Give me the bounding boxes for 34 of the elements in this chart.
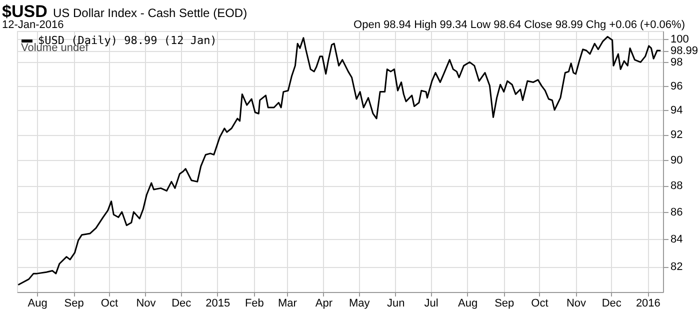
y-tick-label: 90 — [670, 154, 683, 166]
x-tick-label: Dec — [602, 298, 622, 310]
x-tick-label: Mar — [278, 298, 298, 310]
x-tick-label: Feb — [244, 298, 264, 310]
x-tick-label: Nov — [136, 298, 156, 310]
y-tick-label: 100 — [670, 34, 689, 46]
x-tick-label: Oct — [531, 298, 548, 310]
x-tick-label: Jun — [387, 298, 405, 310]
text: 12-Jan-2016 — [2, 19, 64, 31]
x-tick-label: 2015 — [206, 298, 230, 310]
x-tick-label: Sep — [64, 298, 84, 310]
x-tick-label: Sep — [494, 298, 514, 310]
x-tick-label: Aug — [458, 298, 478, 310]
line-series — [17, 36, 662, 286]
x-tick-label: Apr — [315, 298, 333, 310]
x-tick-label: Jul — [424, 298, 438, 310]
x-tick-label: Aug — [28, 298, 48, 310]
x-tick-label: May — [348, 298, 370, 310]
y-tick-label: 84 — [670, 233, 683, 246]
y-tick-label: 92 — [670, 129, 683, 142]
x-tick-label: Oct — [100, 298, 118, 310]
y-tick-label: 82 — [670, 261, 683, 274]
x-tick-label: Nov — [566, 298, 587, 310]
x-tick-label: 2016 — [636, 298, 660, 310]
chart-title: $USD — [2, 2, 48, 21]
y-tick-label: 98 — [670, 56, 683, 69]
y-tick-label: 98.99 — [670, 45, 698, 58]
y-tick-label: 96 — [670, 80, 683, 92]
text: Open 98.94 High 99.34 Low 98.64 Close 98.99 Chg +0.06 (+0.06%) — [354, 19, 685, 31]
y-tick-label: 86 — [670, 206, 683, 218]
chart-subtitle: US Dollar Index - Cash Settle (EOD) — [53, 6, 248, 20]
y-tick-label: 88 — [670, 180, 683, 192]
x-tick-label: Dec — [172, 298, 192, 310]
y-tick-label: 94 — [670, 104, 683, 116]
